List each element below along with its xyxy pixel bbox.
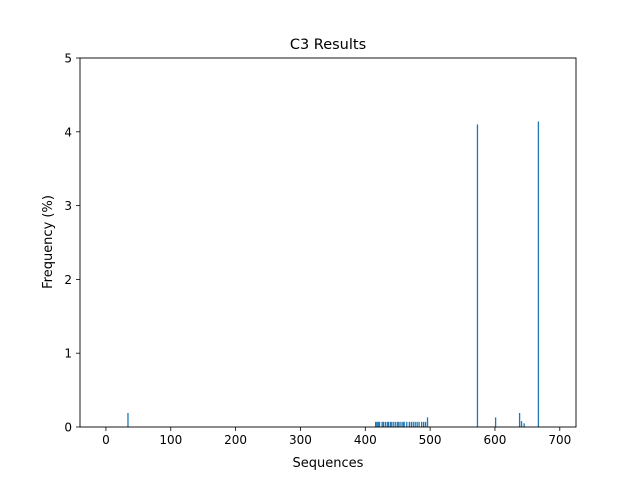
bar	[418, 421, 420, 427]
bar	[127, 412, 129, 427]
x-tick-label: 0	[102, 433, 110, 447]
y-axis-ticks: 0 1 2 3 4 5	[64, 52, 80, 435]
bar	[398, 421, 400, 427]
plot-frame	[79, 57, 577, 428]
y-tick-label: 3	[64, 199, 72, 213]
bar	[422, 421, 425, 427]
x-tick-label: 100	[159, 433, 182, 447]
bar	[424, 421, 427, 427]
bar	[402, 421, 404, 427]
y-tick-label: 0	[64, 421, 72, 435]
bar	[520, 421, 523, 427]
y-tick-label: 2	[64, 273, 72, 287]
bar	[494, 417, 497, 427]
bar	[376, 421, 378, 427]
y-axis-label: Frequency (%)	[41, 195, 56, 289]
bar	[377, 421, 379, 427]
bar	[410, 421, 412, 427]
bar	[523, 423, 525, 427]
bar	[378, 421, 381, 427]
bar	[397, 421, 399, 427]
bar	[381, 421, 383, 427]
y-tick-label: 4	[64, 125, 72, 139]
bar	[408, 421, 411, 427]
bar	[412, 421, 414, 427]
x-tick-label: 200	[224, 433, 247, 447]
bar	[389, 421, 392, 427]
x-tick-label: 500	[419, 433, 442, 447]
y-tick-label: 5	[64, 52, 72, 66]
bar	[384, 421, 387, 427]
bars-group	[127, 121, 540, 428]
bar	[393, 421, 395, 427]
x-tick-label: 700	[548, 433, 571, 447]
bar	[386, 421, 388, 427]
bar	[395, 421, 397, 427]
bar	[414, 421, 416, 427]
x-tick-label: 400	[354, 433, 377, 447]
bar	[426, 417, 429, 427]
y-tick-label: 1	[64, 347, 72, 361]
bar	[375, 421, 377, 427]
bar	[387, 421, 390, 427]
x-tick-label: 300	[289, 433, 312, 447]
bar	[382, 421, 385, 427]
bar	[476, 124, 479, 428]
bar	[537, 121, 540, 427]
chart-title: C3 Results	[290, 37, 366, 53]
x-axis-label: Sequences	[293, 456, 364, 471]
bar	[421, 421, 423, 427]
x-tick-label: 600	[484, 433, 507, 447]
bar	[416, 421, 418, 427]
bar	[406, 421, 408, 427]
bar	[403, 421, 405, 427]
bar	[518, 412, 521, 427]
bar	[400, 421, 402, 427]
bar	[391, 421, 393, 427]
x-axis-ticks: 0 100 200 300 400 500 600 700	[102, 427, 571, 447]
